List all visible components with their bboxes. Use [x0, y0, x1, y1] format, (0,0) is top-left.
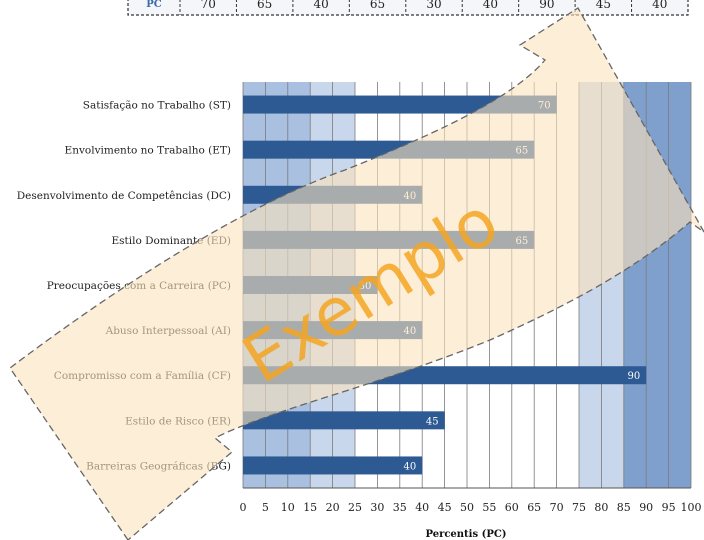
pc-table-row [127, 0, 689, 16]
data-label: 40 [403, 461, 416, 472]
pc-table-cell: 70 [201, 0, 216, 11]
x-tick-label: 5 [262, 501, 269, 514]
x-tick-label: 75 [572, 501, 586, 514]
category-label: Satisfação no Trabalho (ST) [83, 100, 231, 112]
x-tick-label: 40 [415, 501, 429, 514]
bar [243, 456, 423, 475]
pc-table-cell: 30 [426, 0, 441, 11]
x-tick-label: 0 [240, 501, 247, 514]
x-tick-label: 30 [370, 501, 384, 514]
pc-score-table: PC 70 65 40 65 30 40 90 45 40 [127, 0, 689, 16]
pc-table-cell: 40 [483, 0, 498, 11]
x-tick-label: 55 [482, 501, 496, 514]
pc-table-cell: 45 [596, 0, 611, 11]
watermark-banner-shape [9, 7, 704, 540]
x-tick-label: 95 [662, 501, 676, 514]
x-tick-label: 20 [326, 501, 340, 514]
pc-table-cell: 65 [257, 0, 272, 11]
x-tick-label: 35 [393, 501, 407, 514]
x-tick-label: 45 [438, 501, 452, 514]
x-tick-label: 90 [639, 501, 653, 514]
x-tick-labels: 0 5 10 15 20 25 30 35 40 45 50 55 60 65 70 75 80 85 90 95 10… [240, 501, 702, 514]
pc-table-cell: 90 [539, 0, 554, 11]
data-label: 90 [627, 371, 640, 382]
pc-table-cell: 65 [370, 0, 385, 11]
data-label: 45 [426, 416, 439, 427]
x-tick-label: 60 [505, 501, 519, 514]
x-tick-label: 25 [348, 501, 362, 514]
x-tick-label: 100 [681, 501, 702, 514]
bar [243, 411, 445, 430]
x-tick-label: 70 [550, 501, 564, 514]
pc-table-row-label: PC [146, 0, 162, 10]
watermark: Exemplo [9, 7, 704, 540]
pc-table-cell: 40 [652, 0, 667, 11]
x-tick-label: 50 [460, 501, 474, 514]
x-tick-label: 85 [617, 501, 631, 514]
x-tick-label: 10 [281, 501, 295, 514]
bar [243, 95, 557, 114]
x-tick-label: 80 [594, 501, 608, 514]
x-tick-label: 15 [303, 501, 317, 514]
pc-table-cell: 40 [313, 0, 328, 11]
x-axis-title: Percentis (PC) [425, 529, 506, 540]
x-tick-label: 65 [527, 501, 541, 514]
category-label: Desenvolvimento de Competências (DC) [17, 190, 231, 202]
category-label: Envolvimento no Trabalho (ET) [65, 145, 231, 157]
